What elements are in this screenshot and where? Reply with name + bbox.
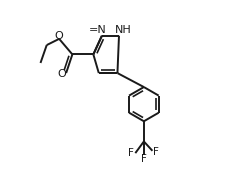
Text: F: F	[141, 154, 147, 164]
Text: F: F	[129, 148, 134, 158]
Text: O: O	[54, 31, 63, 41]
Text: F: F	[153, 147, 159, 157]
Text: NH: NH	[115, 24, 132, 35]
Text: =N: =N	[89, 24, 106, 35]
Text: O: O	[57, 69, 66, 79]
